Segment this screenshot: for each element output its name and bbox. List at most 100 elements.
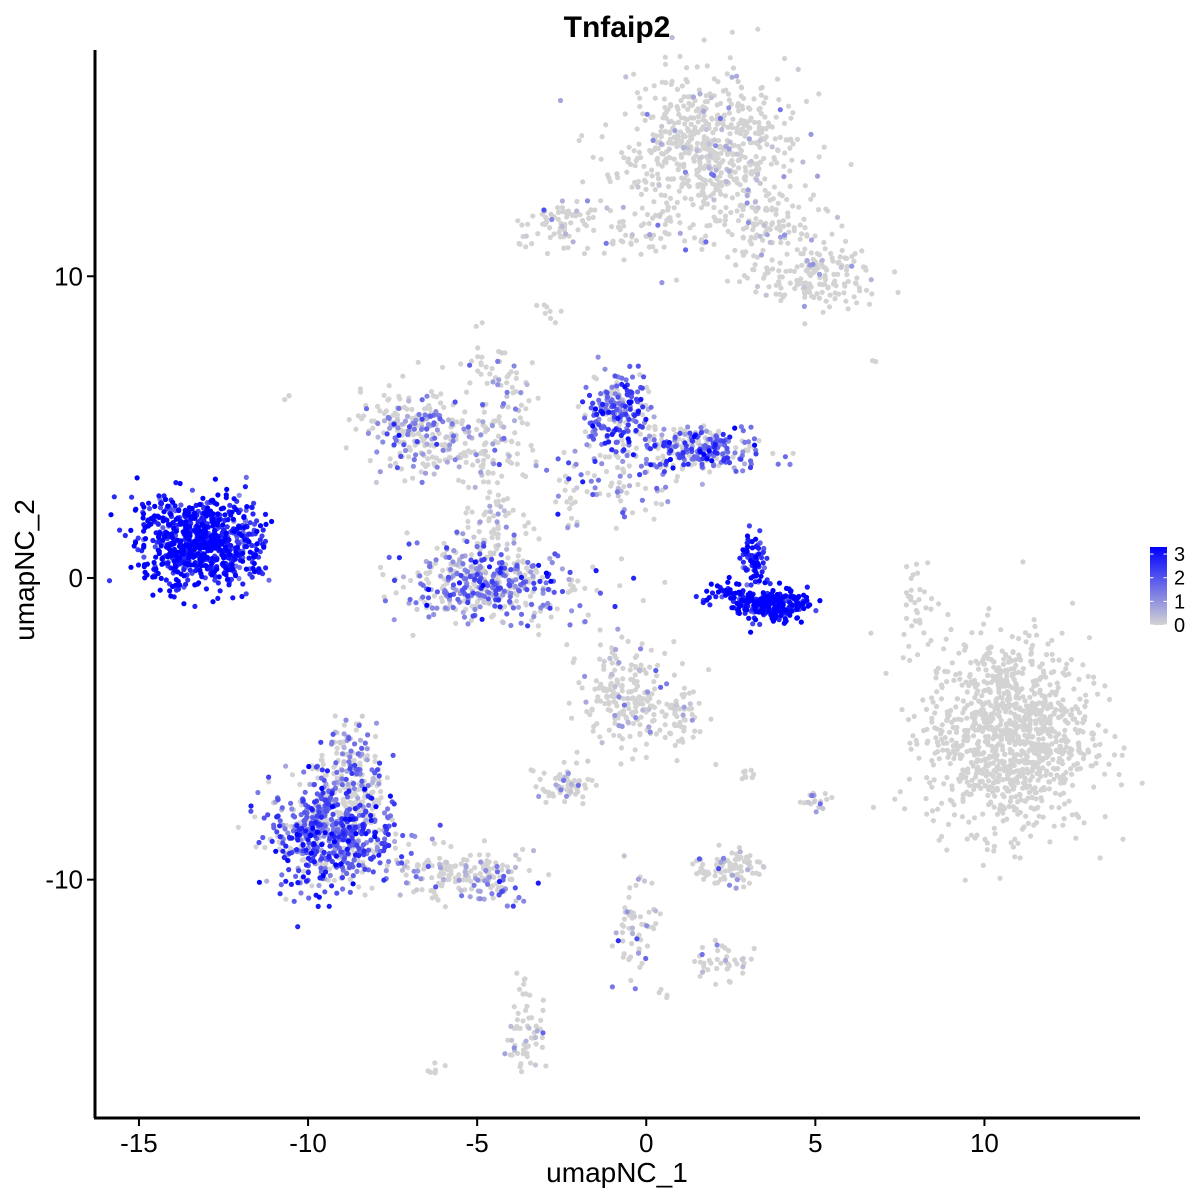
cell-point [839, 223, 845, 229]
cell-point [354, 868, 360, 875]
cell-point [420, 594, 426, 600]
cell-point [1041, 745, 1047, 752]
cell-point [813, 809, 819, 815]
cell-point [757, 144, 763, 150]
cell-point [611, 732, 617, 738]
cell-point [725, 124, 731, 130]
cell-point [539, 1044, 546, 1050]
cell-point [475, 877, 481, 883]
cell-point [633, 882, 639, 888]
cell-point [593, 678, 600, 684]
cell-point [1015, 840, 1021, 846]
cell-point [440, 364, 446, 370]
cell-point [706, 165, 712, 171]
cell-point [953, 729, 960, 736]
cell-point [579, 217, 586, 224]
cell-point [1036, 716, 1042, 723]
cell-point [964, 689, 970, 695]
cell-point [1073, 835, 1079, 841]
cell-point [745, 220, 752, 226]
cell-point [703, 233, 709, 239]
cell-point [954, 696, 961, 702]
cell-point [342, 802, 348, 808]
cell-point [465, 621, 471, 627]
cell-point [453, 863, 459, 869]
cell-point [782, 150, 788, 156]
cell-point [1118, 782, 1125, 788]
cell-point [684, 65, 690, 71]
cell-point [1062, 801, 1068, 807]
cell-point [620, 442, 626, 448]
cell-point [613, 930, 619, 936]
cell-point [322, 889, 328, 895]
cell-point [681, 724, 687, 730]
cell-point [715, 79, 721, 85]
cell-point [520, 579, 527, 586]
cell-point [332, 713, 338, 719]
cell-point [626, 144, 632, 150]
cell-point [603, 240, 609, 246]
cell-point [1017, 809, 1023, 816]
cell-point [982, 687, 988, 694]
cell-point [505, 555, 511, 561]
cell-point [1033, 743, 1039, 749]
cell-point [708, 716, 714, 722]
cell-point [788, 137, 794, 143]
cell-point [616, 480, 622, 486]
cell-point [765, 120, 772, 126]
cell-point [189, 487, 195, 493]
cell-point [679, 183, 685, 189]
cell-point [1006, 803, 1012, 810]
cell-point [431, 841, 438, 847]
cell-point [1057, 714, 1063, 720]
cell-point [393, 590, 399, 596]
cell-point [616, 694, 622, 700]
cell-point [514, 451, 521, 457]
cell-point [631, 148, 637, 154]
cell-point [734, 208, 740, 214]
cell-point [986, 778, 992, 784]
cell-point [1112, 733, 1118, 740]
cell-point [458, 861, 464, 867]
cell-point [1001, 690, 1007, 697]
cell-point [758, 110, 764, 117]
cell-point [431, 460, 437, 466]
cell-point [540, 1007, 546, 1014]
cell-point [640, 412, 646, 418]
cell-point [302, 789, 308, 795]
cell-point [1094, 754, 1100, 760]
cell-point [337, 788, 343, 794]
cell-point [419, 479, 425, 485]
cell-point [722, 193, 729, 199]
cell-point [1062, 727, 1068, 734]
cell-point [723, 87, 729, 93]
cell-point [854, 275, 860, 281]
cell-point [1068, 657, 1074, 663]
cell-point [567, 495, 574, 502]
cell-point [570, 659, 576, 666]
cell-point [605, 172, 611, 178]
cell-point [776, 223, 783, 229]
cell-point [469, 552, 475, 558]
cell-point [341, 731, 347, 737]
cell-point [516, 856, 522, 862]
cell-point [808, 196, 814, 202]
cell-point [648, 647, 654, 653]
cell-point [976, 738, 982, 744]
cell-point [647, 664, 653, 670]
cell-point [695, 119, 701, 125]
cell-point [701, 37, 707, 43]
cell-point [787, 168, 793, 174]
cell-point [375, 420, 381, 427]
cell-point [318, 865, 324, 871]
cell-point [637, 103, 643, 110]
cell-point [716, 163, 722, 169]
cell-point [1051, 690, 1057, 696]
cell-point [828, 250, 834, 257]
cell-point [726, 168, 732, 174]
cell-point [770, 196, 776, 202]
cell-point [347, 754, 353, 760]
cell-point [734, 151, 740, 157]
cell-point [496, 414, 502, 420]
cell-point [638, 662, 644, 668]
